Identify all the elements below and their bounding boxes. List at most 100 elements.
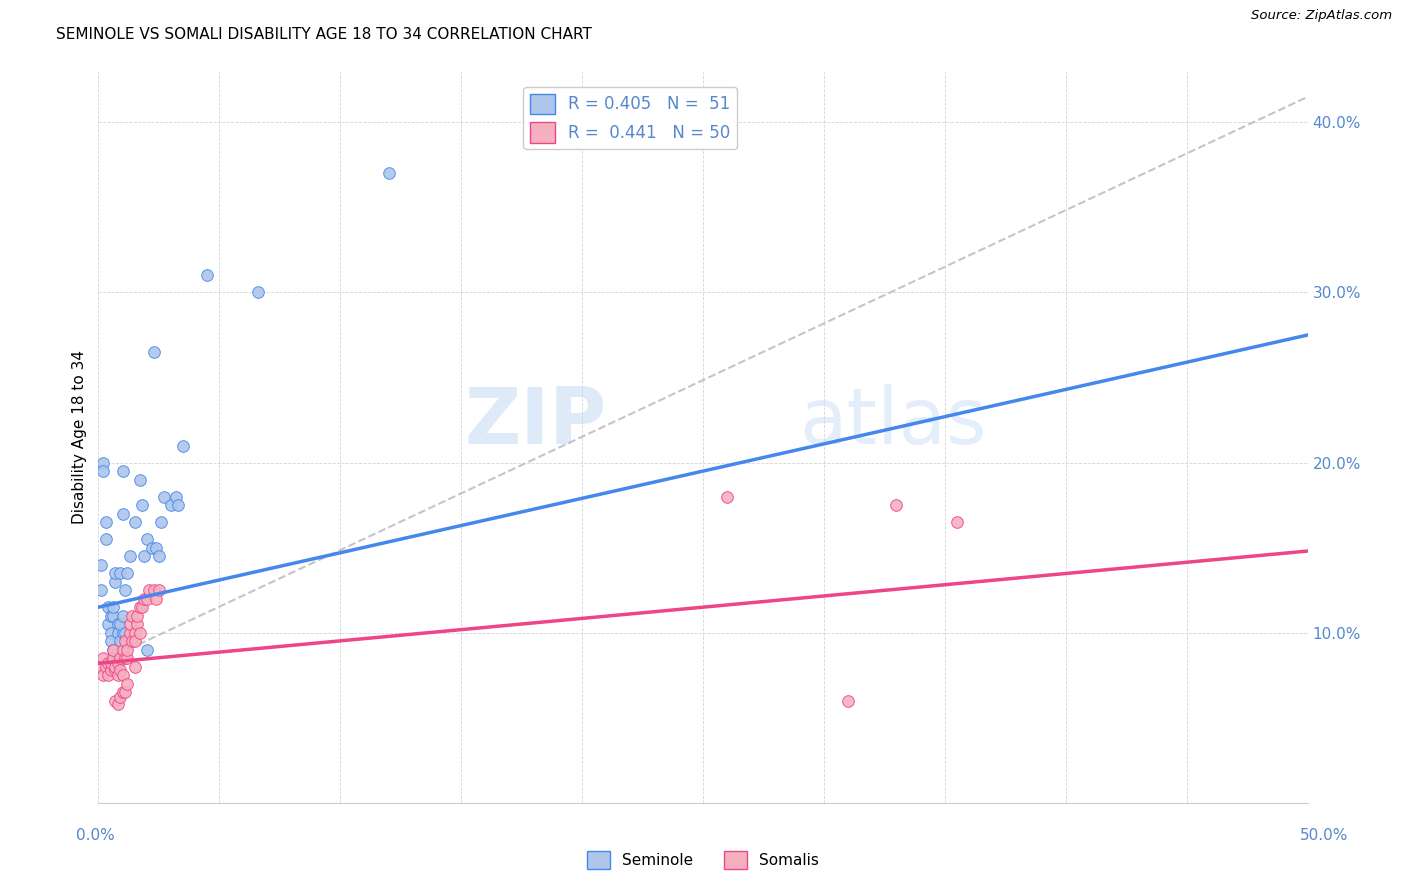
Point <box>111 507 134 521</box>
Point <box>100 608 122 623</box>
Point <box>114 685 136 699</box>
Point <box>150 515 173 529</box>
Point <box>167 498 190 512</box>
Point <box>94 515 117 529</box>
Point <box>135 591 157 606</box>
Point <box>152 490 174 504</box>
Point <box>114 583 136 598</box>
Point <box>128 600 150 615</box>
Point <box>94 532 117 546</box>
Point <box>107 657 129 671</box>
Point <box>247 285 270 300</box>
Point <box>117 634 139 648</box>
Point <box>101 600 124 615</box>
Point <box>121 608 143 623</box>
Y-axis label: Disability Age 18 to 34: Disability Age 18 to 34 <box>72 350 87 524</box>
Point <box>117 651 139 665</box>
Point <box>135 642 157 657</box>
Point <box>128 473 150 487</box>
Point <box>97 600 120 615</box>
Point <box>97 657 120 671</box>
Point <box>134 591 156 606</box>
Point <box>124 659 146 673</box>
Point <box>111 685 134 699</box>
Point <box>97 668 120 682</box>
Point <box>837 694 859 708</box>
Text: 50.0%: 50.0% <box>1301 829 1348 843</box>
Point <box>104 574 127 589</box>
Text: atlas: atlas <box>800 384 987 460</box>
Point <box>94 659 117 673</box>
Point <box>118 625 141 640</box>
Point <box>97 617 120 632</box>
Point <box>108 617 131 632</box>
Point <box>107 668 129 682</box>
Point <box>134 549 156 563</box>
Point <box>107 651 129 665</box>
Point <box>145 591 167 606</box>
Point <box>128 625 150 640</box>
Point <box>101 642 124 657</box>
Point <box>104 663 127 677</box>
Point <box>124 515 146 529</box>
Point <box>117 566 139 581</box>
Point <box>107 625 129 640</box>
Point <box>111 668 134 682</box>
Point <box>117 642 139 657</box>
Point <box>111 464 134 478</box>
Point <box>108 651 131 665</box>
Point <box>135 532 157 546</box>
Point <box>118 617 141 632</box>
Text: SEMINOLE VS SOMALI DISABILITY AGE 18 TO 34 CORRELATION CHART: SEMINOLE VS SOMALI DISABILITY AGE 18 TO … <box>56 27 592 42</box>
Point <box>108 663 131 677</box>
Point <box>143 345 166 359</box>
Point <box>117 677 139 691</box>
Point <box>90 583 112 598</box>
Point <box>104 566 127 581</box>
Point <box>114 651 136 665</box>
Point <box>118 549 141 563</box>
Point <box>101 642 124 657</box>
Point <box>124 625 146 640</box>
Point <box>127 608 149 623</box>
Point <box>91 668 114 682</box>
Point <box>108 634 131 648</box>
Point <box>111 642 134 657</box>
Text: 0.0%: 0.0% <box>76 829 115 843</box>
Legend: R = 0.405   N =  51, R =  0.441   N = 50: R = 0.405 N = 51, R = 0.441 N = 50 <box>523 87 737 149</box>
Point <box>143 583 166 598</box>
Point <box>108 690 131 705</box>
Point <box>145 541 167 555</box>
Point <box>114 634 136 648</box>
Point <box>100 657 122 671</box>
Point <box>91 651 114 665</box>
Point <box>90 659 112 673</box>
Point <box>91 456 114 470</box>
Point <box>101 608 124 623</box>
Point <box>716 490 738 504</box>
Point <box>138 583 160 598</box>
Point <box>104 694 127 708</box>
Point <box>160 498 183 512</box>
Point <box>100 625 122 640</box>
Point <box>127 617 149 632</box>
Point <box>107 697 129 711</box>
Point <box>104 659 127 673</box>
Point <box>148 583 170 598</box>
Point <box>131 498 153 512</box>
Point <box>377 166 399 180</box>
Point <box>108 566 131 581</box>
Point <box>90 558 112 572</box>
Point <box>100 663 122 677</box>
Point <box>141 541 163 555</box>
Point <box>114 625 136 640</box>
Text: ZIP: ZIP <box>464 384 606 460</box>
Point <box>100 634 122 648</box>
Point <box>886 498 908 512</box>
Point <box>104 659 127 673</box>
Legend: Seminole, Somalis: Seminole, Somalis <box>581 845 825 875</box>
Point <box>172 439 194 453</box>
Point <box>124 634 146 648</box>
Point <box>107 617 129 632</box>
Point <box>148 549 170 563</box>
